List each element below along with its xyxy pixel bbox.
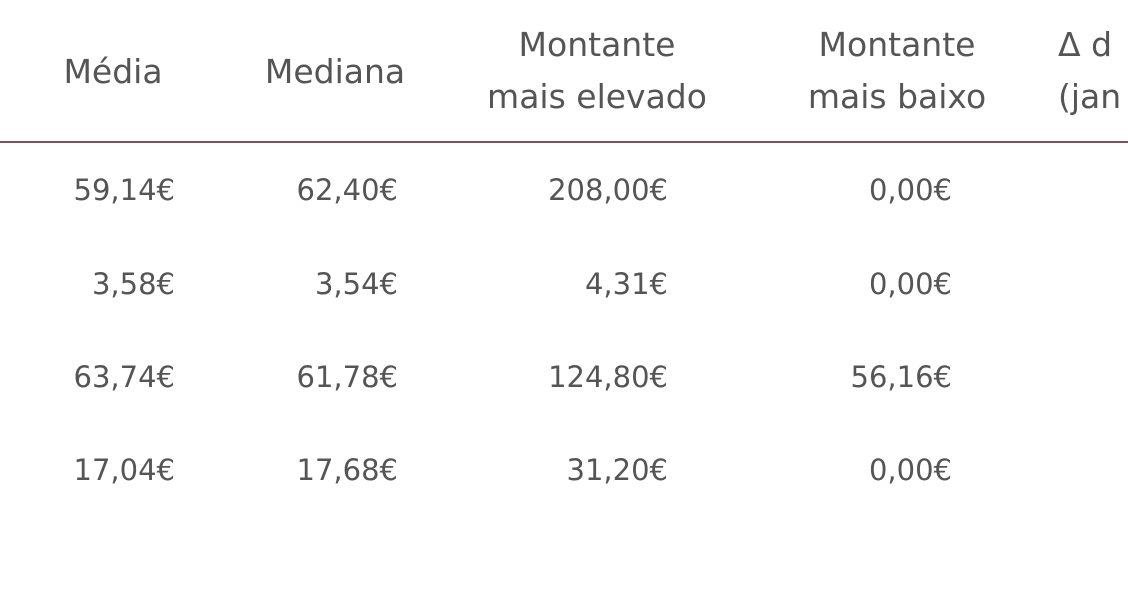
table-cell: 4,31€ [584, 267, 668, 301]
column-header: Média [63, 52, 163, 91]
column-header: Montante [518, 25, 676, 64]
column-header: Δ d [1058, 25, 1113, 64]
table-cell: 31,20€ [566, 453, 668, 487]
column-header: mais baixo [807, 77, 987, 116]
table-cell: 3,54€ [314, 267, 398, 301]
table-cell: 124,80€ [548, 360, 668, 394]
table-cell: 56,16€ [850, 360, 952, 394]
table-cell: 61,78€ [296, 360, 398, 394]
table-cell: 0,00€ [868, 267, 952, 301]
table-cell: 0,00€ [868, 453, 952, 487]
table-cell: 3,58€ [91, 267, 175, 301]
table-cell: 59,14€ [73, 173, 175, 207]
column-header: (jan [1058, 77, 1122, 116]
table-cell: 0,00€ [868, 173, 952, 207]
table-cell: 17,68€ [296, 453, 398, 487]
table-cell: 63,74€ [73, 360, 175, 394]
table-cell: 17,04€ [73, 453, 175, 487]
column-header: mais elevado [487, 77, 707, 116]
table-cell: 208,00€ [548, 173, 668, 207]
table-cell: 62,40€ [296, 173, 398, 207]
column-header: Montante [818, 25, 976, 64]
header-rule [0, 141, 1128, 143]
column-header: Mediana [264, 52, 406, 91]
